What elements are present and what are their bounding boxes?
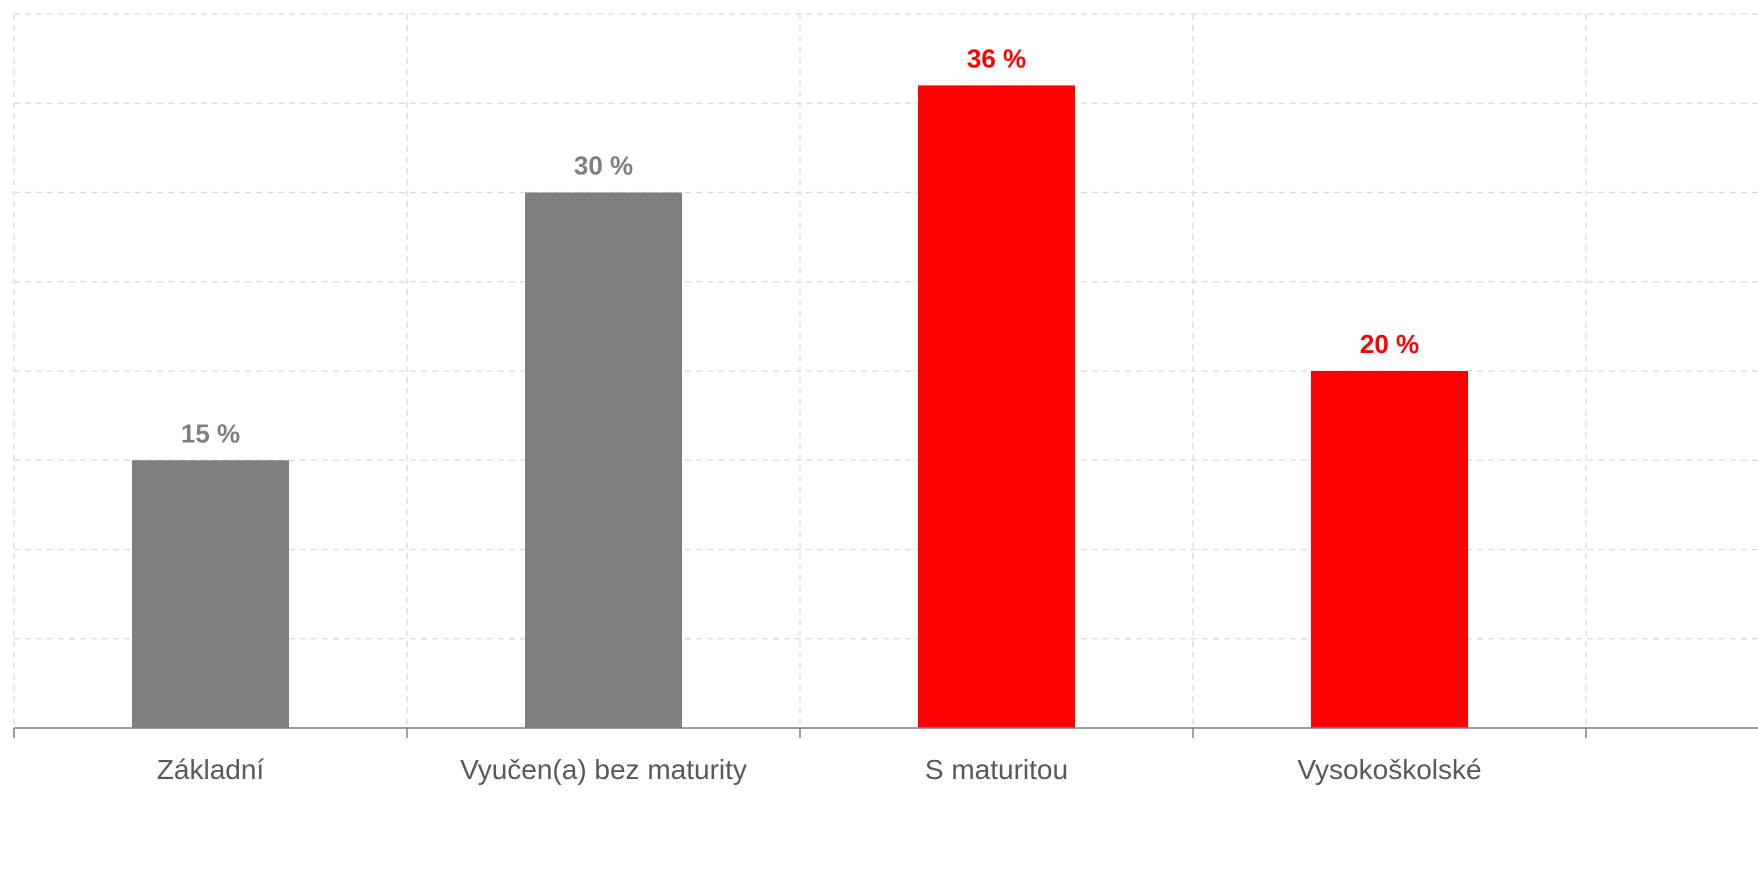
bar	[132, 460, 289, 728]
gridlines	[13, 13, 1758, 728]
x-tick-label: S maturitou	[925, 754, 1068, 785]
bar	[918, 85, 1075, 728]
x-tick-label: Vysokoškolské	[1297, 754, 1481, 785]
data-label: 30 %	[574, 151, 633, 181]
data-label: 20 %	[1360, 329, 1419, 359]
data-labels: 15 % 30 % 36 % 20 %	[181, 43, 1419, 448]
bar	[525, 192, 682, 728]
data-label: 15 %	[181, 418, 240, 448]
x-tick-label: Základní	[157, 754, 265, 785]
bars	[132, 85, 1468, 728]
x-tick-labels: Základní Vyučen(a) bez maturity S maturito…	[157, 754, 1482, 785]
data-label: 36 %	[967, 43, 1026, 73]
x-axis	[13, 727, 1758, 738]
bar	[1311, 371, 1468, 728]
x-tick-label: Vyučen(a) bez maturity	[460, 754, 747, 785]
